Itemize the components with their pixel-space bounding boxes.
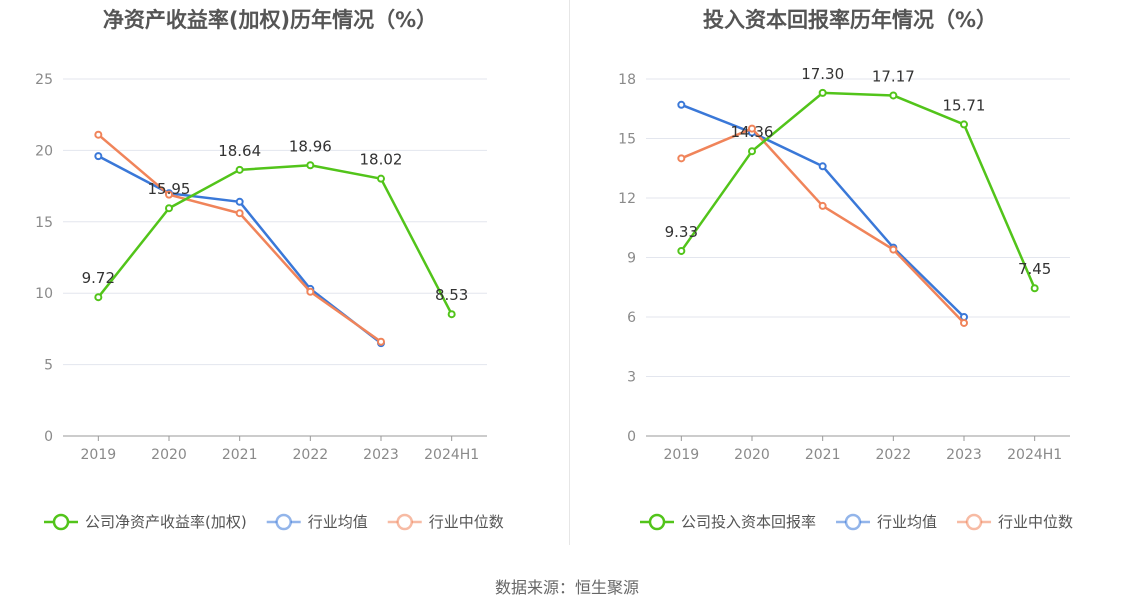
- right-legend-label[interactable]: 行业均值: [877, 513, 937, 531]
- left-data-point: [94, 130, 103, 139]
- left-x-tick-label: 2023: [363, 447, 399, 463]
- panel-divider: [569, 0, 570, 545]
- right-legend-swatch-marker[interactable]: [965, 513, 983, 531]
- left-data-label: 9.72: [82, 269, 115, 287]
- right-data-point: [677, 100, 686, 109]
- left-data-point: [235, 197, 244, 206]
- right-chart-title: 投入资本回报率历年情况（%）: [702, 8, 998, 32]
- left-data-point: [377, 174, 385, 183]
- left-data-point: [94, 152, 103, 161]
- left-data-label: 8.53: [435, 286, 468, 304]
- right-data-label: 17.30: [801, 65, 844, 83]
- left-legend-swatch-marker[interactable]: [52, 513, 70, 531]
- right-series-line-0: [680, 91, 1036, 289]
- left-data-point: [94, 293, 103, 302]
- right-data-label: 17.17: [872, 67, 915, 85]
- left-data-point: [165, 190, 173, 199]
- left-data-label: 18.64: [218, 142, 261, 160]
- left-data-point: [306, 161, 315, 170]
- left-data-label: 15.95: [148, 180, 191, 198]
- left-data-point: [165, 204, 173, 213]
- right-data-label: 7.45: [1018, 260, 1051, 278]
- right-data-label: 15.71: [943, 96, 986, 114]
- left-y-tick-label: 20: [35, 143, 53, 159]
- left-x-tick-label: 2022: [293, 447, 329, 463]
- right-legend-label[interactable]: 公司投入资本回报率: [681, 513, 816, 531]
- right-legend-swatch-marker[interactable]: [844, 513, 862, 531]
- left-series-line-0: [97, 164, 453, 315]
- left-data-point: [447, 310, 456, 319]
- right-data-point: [818, 162, 827, 171]
- right-x-tick-label: 2019: [664, 447, 700, 463]
- right-data-label: 14.36: [731, 123, 774, 141]
- left-x-tick-label: 2021: [222, 447, 258, 463]
- right-data-point: [818, 201, 827, 210]
- right-data-point: [818, 88, 827, 97]
- left-legend-label[interactable]: 公司净资产收益率(加权): [85, 513, 247, 531]
- left-series-line-2: [97, 133, 382, 343]
- left-legend-label[interactable]: 行业均值: [308, 513, 368, 531]
- right-y-tick-label: 0: [627, 429, 636, 445]
- left-legend-swatch-marker[interactable]: [275, 513, 292, 531]
- right-data-point: [1030, 284, 1039, 293]
- right-x-tick-label: 2021: [805, 447, 841, 463]
- left-y-tick-label: 5: [44, 358, 53, 374]
- right-legend-swatch-marker[interactable]: [648, 513, 666, 531]
- left-x-tick-label: 2020: [151, 447, 187, 463]
- right-y-tick-label: 15: [618, 132, 636, 148]
- right-y-tick-label: 12: [618, 191, 636, 207]
- right-data-point: [889, 245, 898, 254]
- left-y-tick-label: 15: [35, 215, 53, 231]
- right-series-line-2: [680, 127, 965, 324]
- right-x-tick-label: 2020: [734, 447, 770, 463]
- right-data-point: [748, 124, 756, 133]
- right-x-tick-label: 2024H1: [1007, 447, 1062, 463]
- right-y-tick-label: 9: [627, 251, 636, 267]
- left-data-point: [306, 287, 315, 296]
- right-data-point: [748, 147, 756, 156]
- left-x-tick-label: 2024H1: [424, 447, 479, 463]
- right-data-point: [677, 154, 686, 163]
- left-data-label: 18.02: [360, 151, 403, 169]
- left-x-tick-label: 2019: [81, 447, 117, 463]
- left-y-tick-label: 0: [44, 429, 53, 445]
- right-data-point: [677, 246, 686, 255]
- right-series-line-1: [680, 103, 965, 318]
- right-y-tick-label: 18: [618, 72, 636, 88]
- right-y-tick-label: 6: [627, 310, 636, 326]
- right-x-tick-label: 2023: [946, 447, 982, 463]
- left-data-label: 18.96: [289, 137, 332, 155]
- left-data-point: [377, 337, 385, 346]
- right-legend-label[interactable]: 行业中位数: [998, 513, 1073, 531]
- left-legend-label[interactable]: 行业中位数: [429, 513, 504, 531]
- data-source: 数据来源：恒生聚源: [494, 578, 639, 597]
- left-y-tick-label: 10: [35, 286, 53, 302]
- left-legend-swatch-marker[interactable]: [396, 513, 413, 531]
- right-data-point: [960, 318, 968, 327]
- right-data-point: [960, 120, 968, 129]
- left-series-line-1: [97, 155, 382, 345]
- right-y-tick-label: 3: [627, 370, 636, 386]
- right-data-label: 9.33: [665, 223, 698, 241]
- right-data-point: [889, 91, 898, 100]
- left-y-tick-label: 25: [35, 72, 53, 88]
- left-chart-title: 净资产收益率(加权)历年情况（%）: [102, 8, 438, 32]
- left-data-point: [235, 165, 244, 174]
- right-x-tick-label: 2022: [876, 447, 912, 463]
- left-data-point: [235, 209, 244, 218]
